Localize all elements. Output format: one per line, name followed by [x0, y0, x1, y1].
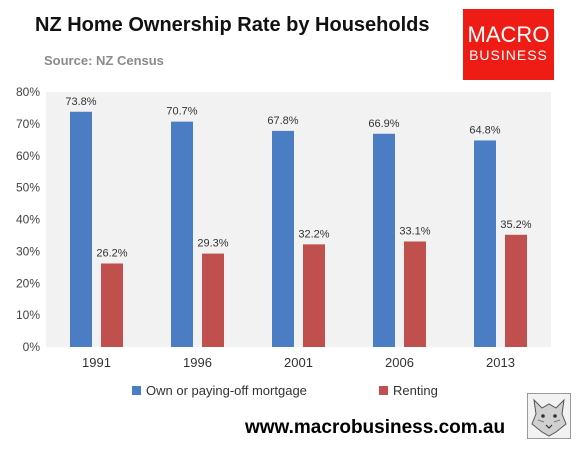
bar-own — [272, 130, 294, 347]
chart-source: Source: NZ Census — [44, 53, 164, 68]
bar-renting — [101, 263, 123, 347]
y-tick-label: 80% — [16, 85, 40, 99]
bar-renting — [202, 253, 224, 347]
data-label: 35.2% — [500, 219, 531, 231]
bar-own — [373, 133, 395, 347]
bars: 73.8% 26.2% 70.7% 29.3% 67.8% 32.2% 66.9% 33.1%… — [65, 96, 532, 347]
bar-renting — [303, 244, 325, 347]
legend-swatch-own — [132, 386, 141, 396]
macrobusiness-logo: MACRO BUSINESS — [463, 9, 554, 80]
x-tick-label: 1991 — [82, 355, 111, 370]
bar-renting — [505, 234, 527, 347]
bar-own — [70, 111, 92, 347]
y-tick-label: 30% — [16, 244, 40, 258]
legend-label-renting: Renting — [393, 383, 438, 398]
data-label: 32.2% — [298, 228, 329, 240]
y-tick-label: 10% — [16, 308, 40, 322]
logo-line-1: MACRO — [467, 22, 550, 47]
data-label: 70.7% — [166, 106, 197, 118]
data-label: 73.8% — [65, 96, 96, 108]
x-tick-label: 2006 — [385, 355, 414, 370]
logo-line-2: BUSINESS — [469, 47, 548, 63]
y-tick-label: 0% — [23, 340, 41, 354]
data-label: 64.8% — [469, 124, 500, 136]
y-tick-label: 20% — [16, 276, 40, 290]
y-tick-label: 50% — [16, 181, 40, 195]
data-label: 66.9% — [368, 118, 399, 130]
legend-swatch-renting — [379, 386, 388, 396]
bar-renting — [404, 241, 426, 347]
chart-title: NZ Home Ownership Rate by Households — [35, 14, 430, 36]
data-label: 33.1% — [399, 225, 430, 237]
legend-item-renting: Renting — [379, 383, 438, 399]
data-label: 67.8% — [267, 115, 298, 127]
website-url[interactable]: www.macrobusiness.com.au — [245, 417, 506, 438]
data-label: 29.3% — [197, 238, 228, 250]
legend-item-own: Own or paying-off mortgage — [132, 383, 307, 399]
y-tick-label: 60% — [16, 149, 40, 163]
y-tick-label: 40% — [16, 213, 40, 227]
bar-own — [474, 140, 496, 347]
x-tick-label: 2013 — [486, 355, 515, 370]
data-label: 26.2% — [96, 247, 127, 259]
wolf-emblem-icon — [527, 393, 571, 439]
x-axis: 1991 1996 2001 2006 2013 — [82, 355, 515, 370]
legend-label-own: Own or paying-off mortgage — [146, 383, 307, 398]
plot-area — [46, 92, 551, 347]
x-tick-label: 2001 — [284, 355, 313, 370]
y-tick-label: 70% — [16, 117, 40, 131]
bar-own — [171, 121, 193, 347]
x-tick-label: 1996 — [183, 355, 212, 370]
y-axis: 0% 10% 20% 30% 40% 50% 60% 70% 80% — [16, 85, 40, 354]
